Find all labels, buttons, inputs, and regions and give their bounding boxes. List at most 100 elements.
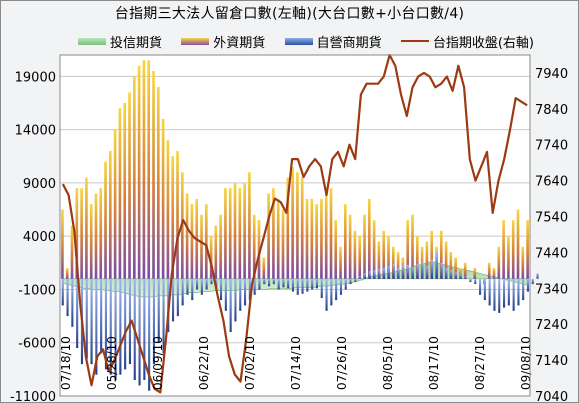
foreign-bar	[262, 257, 266, 279]
dealer-bar	[392, 263, 395, 279]
foreign-bar	[310, 198, 314, 279]
foreign-bar	[305, 198, 309, 279]
x-tick-label: 08/27/10	[473, 336, 487, 390]
foreign-bar	[157, 87, 160, 279]
axis-layer: -11000 -6000 -1000 4000 9000 14000 19000 7040 71…	[10, 54, 568, 403]
foreign-bar	[152, 71, 155, 279]
dealer-bar	[517, 278, 520, 306]
foreign-bar	[147, 60, 151, 279]
foreign-bar	[176, 150, 179, 279]
dealer-bar	[411, 267, 414, 279]
foreign-bar	[521, 246, 525, 279]
foreign-bar	[353, 230, 357, 279]
foreign-bar	[137, 65, 141, 279]
foreign-bar	[161, 118, 165, 279]
bar-layer	[61, 60, 539, 391]
foreign-bar	[507, 236, 510, 279]
dealer-bar	[244, 278, 247, 306]
foreign-bar	[363, 214, 366, 279]
dealer-bar	[479, 278, 482, 295]
foreign-bar	[344, 204, 347, 279]
legend-item-foreign: 外資期貨	[181, 32, 265, 51]
dealer-bar	[536, 273, 539, 279]
x-tick-label: 08/17/10	[427, 336, 441, 390]
dealer-bar	[426, 266, 429, 279]
dealer-bar	[200, 278, 203, 295]
dealer-bar	[248, 278, 251, 301]
dealer-bar	[503, 278, 506, 308]
foreign-bar	[339, 246, 342, 279]
right-tick-label: 7340	[535, 282, 568, 297]
foreign-bar	[200, 214, 203, 279]
foreign-bar	[511, 220, 515, 279]
dealer-bar	[373, 270, 376, 279]
right-tick-label: 7840	[535, 103, 568, 118]
foreign-bar	[440, 230, 443, 279]
right-tick-label: 7540	[535, 211, 568, 226]
dealer-bar	[148, 278, 151, 391]
foreign-bar	[526, 220, 529, 279]
legend-label-foreign: 外資期貨	[213, 35, 266, 51]
dealer-bar	[234, 278, 237, 322]
dealer-bar	[172, 278, 175, 322]
foreign-bar	[334, 220, 338, 279]
foreign-bar	[286, 177, 290, 279]
dealer-bar	[349, 278, 352, 285]
foreign-bar	[252, 214, 256, 279]
dealer-bar	[339, 278, 343, 295]
legend-swatch-index	[400, 40, 429, 42]
foreign-bar	[487, 262, 491, 279]
dealer-bar	[100, 278, 103, 354]
x-tick-label: 06/22/10	[197, 336, 211, 390]
dealer-bar	[421, 261, 424, 279]
foreign-bar	[382, 230, 386, 279]
dealer-bar	[325, 278, 328, 311]
foreign-bar	[497, 246, 501, 279]
foreign-bar	[61, 209, 64, 279]
dealer-bar	[531, 278, 534, 285]
dealer-bar	[205, 278, 208, 290]
foreign-bar	[104, 161, 107, 279]
x-tick-label: 09/08/10	[519, 336, 533, 390]
foreign-bar	[281, 209, 285, 279]
dealer-bar	[263, 278, 266, 285]
left-tick-label: 9000	[23, 177, 56, 192]
dealer-bar	[440, 262, 443, 279]
foreign-bar	[300, 177, 304, 279]
x-tick-label: 07/02/10	[243, 336, 257, 390]
left-tick-label: 19000	[15, 70, 56, 85]
dealer-bar	[450, 270, 453, 279]
dealer-bar	[306, 278, 309, 292]
foreign-bar	[166, 140, 170, 279]
dealer-bar	[138, 278, 141, 386]
x-tick-label: 05/28/10	[105, 336, 119, 390]
dealer-bar	[296, 278, 299, 295]
foreign-bar	[113, 129, 117, 279]
foreign-bar	[368, 198, 371, 279]
chart-title: 台指期三大法人留倉口數(左軸)(大台口數+小台口數/4)	[114, 6, 465, 22]
dealer-bar	[277, 278, 280, 290]
foreign-bar	[243, 182, 246, 279]
foreign-bar	[99, 188, 103, 279]
foreign-bar	[411, 214, 414, 279]
foreign-bar	[190, 204, 194, 279]
dealer-bar	[95, 278, 98, 375]
x-tick-label: 07/26/10	[335, 336, 349, 390]
foreign-bar	[205, 204, 208, 279]
foreign-bar	[372, 220, 376, 279]
foreign-bar	[516, 209, 520, 279]
plot-border	[59, 54, 531, 397]
dealer-bar	[114, 278, 117, 380]
foreign-bar	[387, 236, 390, 279]
right-tick-label: 7740	[535, 139, 568, 154]
foreign-bar	[185, 193, 189, 279]
dealer-bar	[152, 278, 156, 365]
dealer-bar	[124, 278, 127, 370]
foreign-bar	[315, 204, 318, 279]
foreign-bar	[123, 103, 127, 279]
legend-swatch-foreign	[181, 37, 210, 45]
foreign-bar	[416, 236, 419, 279]
dealer-bar	[143, 278, 146, 380]
dealer-bar	[320, 278, 323, 298]
foreign-bar	[233, 182, 237, 279]
